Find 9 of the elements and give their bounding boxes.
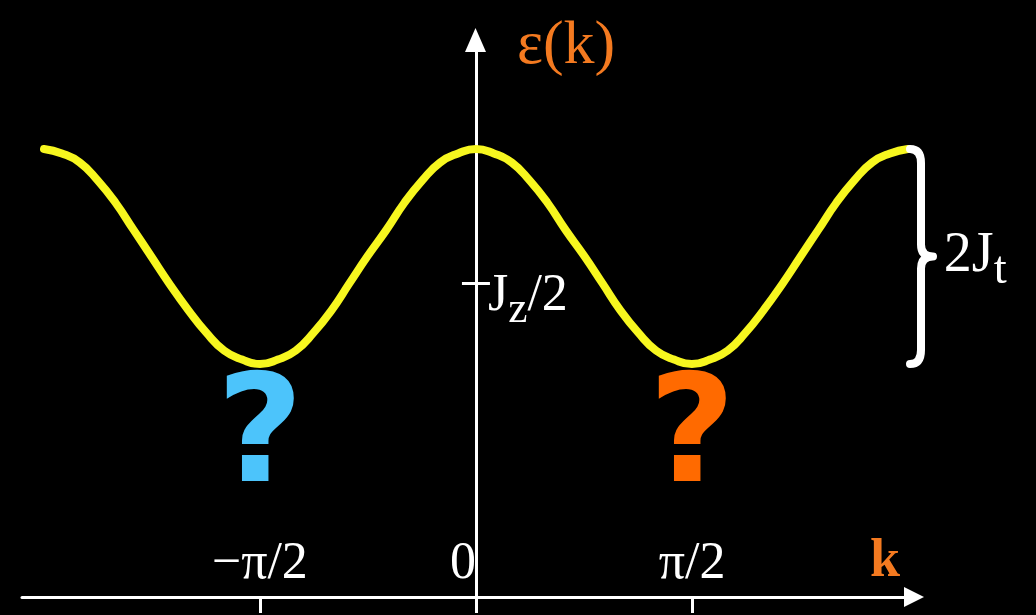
x-tick-label: −π/2 xyxy=(211,531,308,589)
ref-line-label: J$_{z}$/2 xyxy=(487,264,568,331)
y-axis-title: ε(k) xyxy=(516,8,616,77)
annotation: ? xyxy=(648,342,736,517)
text: 2J$_{t}$ xyxy=(943,220,1007,293)
x-tick-label: 0 xyxy=(449,531,476,589)
x-tick-label: π/2 xyxy=(658,531,726,589)
x-axis-title: k xyxy=(869,528,900,588)
annotation: ? xyxy=(216,342,304,517)
